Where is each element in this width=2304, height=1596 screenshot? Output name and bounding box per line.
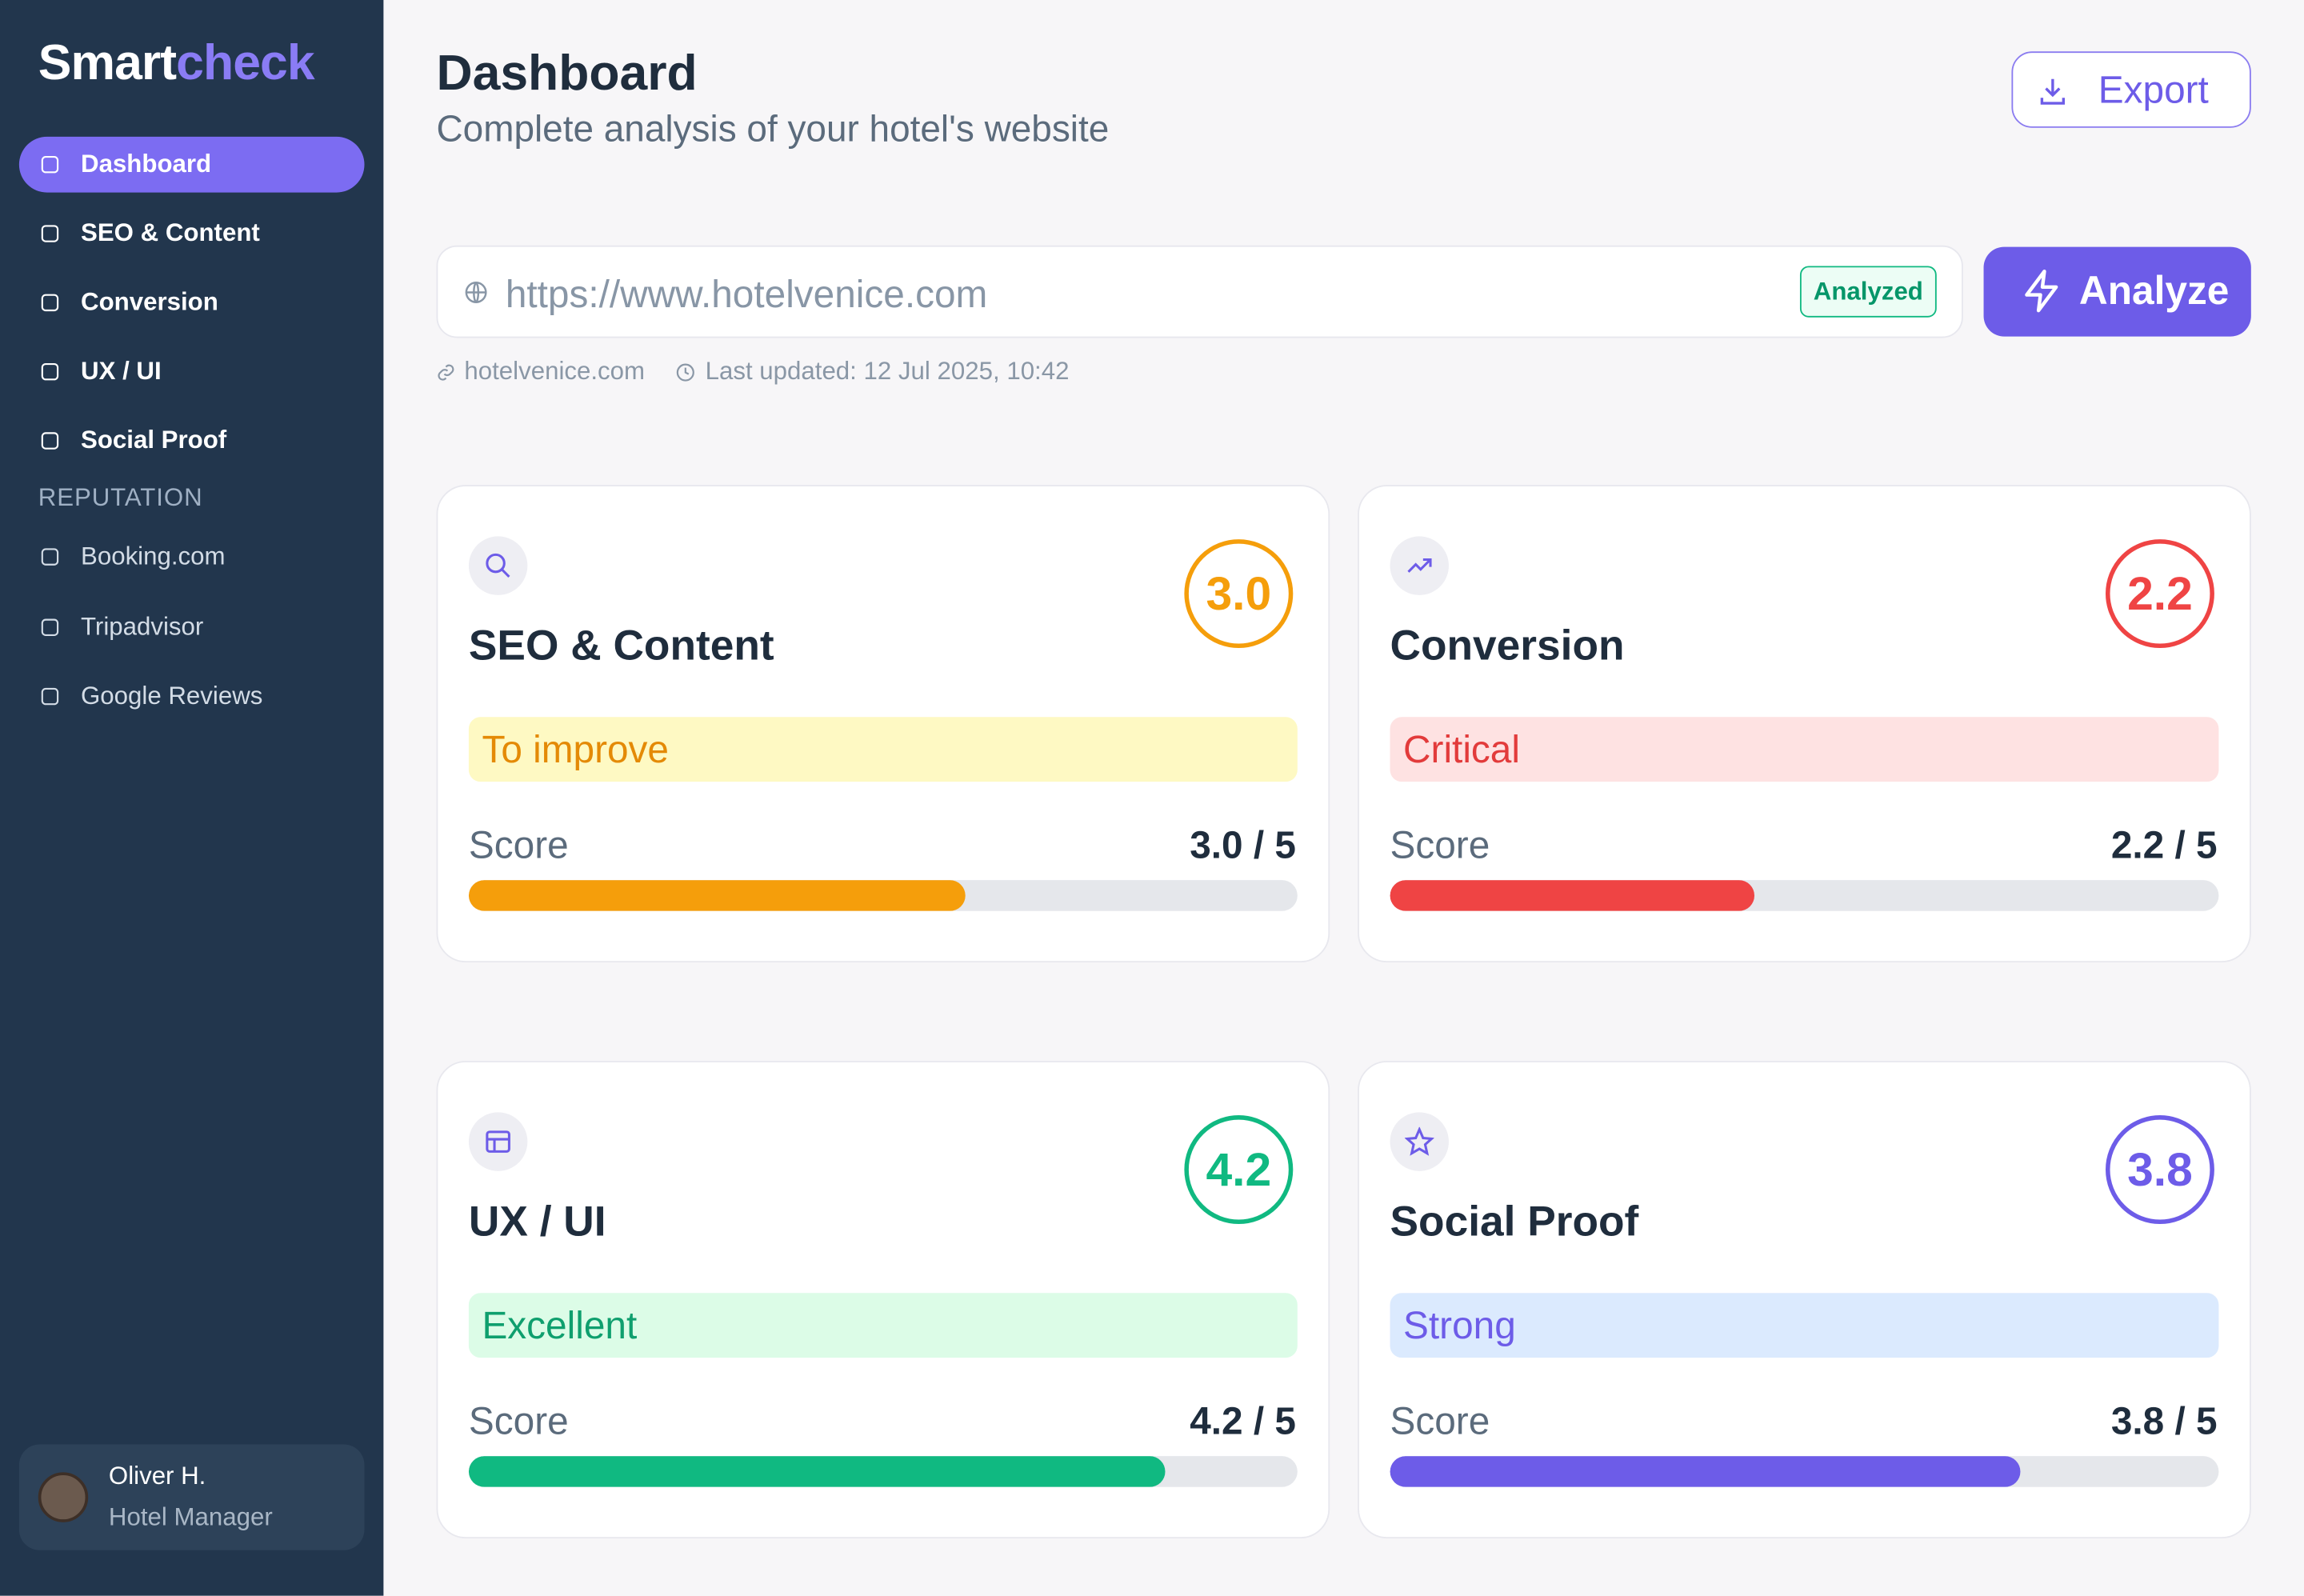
icon-glyph	[1404, 1126, 1434, 1156]
score-card[interactable]: Social Proof 3.8 Strong Score 3.8 / 5	[1358, 1061, 2251, 1539]
nav-icon	[41, 548, 59, 566]
last-updated: Last updated: 12 Jul 2025, 10:42	[705, 357, 1070, 386]
progress-bar	[1390, 880, 1755, 911]
score-value: 4.2 / 5	[1190, 1398, 1296, 1443]
progress-bar	[468, 880, 966, 911]
nav-icon	[41, 155, 59, 174]
reputation-label: Booking.com	[81, 542, 226, 570]
icon-glyph	[1407, 558, 1432, 573]
status-band: Excellent	[468, 1293, 1298, 1358]
score-label: Score	[1390, 1398, 1490, 1443]
brand-part: Smart	[38, 35, 177, 91]
globe-icon	[465, 282, 487, 303]
status-band: Critical	[1390, 717, 2219, 782]
score-label: Score	[1390, 822, 1490, 867]
progress-track	[1390, 1456, 2219, 1487]
user-name: Oliver H.	[108, 1462, 206, 1490]
score-badge: 3.0	[1184, 539, 1294, 648]
export-icon	[2040, 78, 2066, 105]
score-badge: 3.8	[2105, 1115, 2214, 1224]
progress-bar	[1390, 1456, 2020, 1487]
nav-icon	[41, 225, 59, 242]
page-title: Dashboard	[436, 45, 698, 102]
progress-track	[468, 1456, 1298, 1487]
score-card[interactable]: UX / UI 4.2 Excellent Score 4.2 / 5	[436, 1061, 1330, 1539]
brand-part: check	[176, 35, 314, 91]
reputation-label: Google Reviews	[81, 682, 263, 710]
export-button[interactable]: Export	[2011, 51, 2251, 128]
url-text: https://www.hotelvenice.com	[505, 271, 988, 316]
nav-item[interactable]: Social Proof	[19, 413, 365, 469]
reputation-label: Tripadvisor	[81, 611, 204, 640]
nav-label: Conversion	[81, 287, 218, 316]
reputation-item[interactable]: Google Reviews	[19, 669, 365, 725]
score-value: 2.2 / 5	[2110, 822, 2218, 867]
progress-track	[468, 880, 1298, 911]
nav-icon	[41, 362, 59, 381]
domain: hotelvenice.com	[464, 357, 646, 386]
status-band: Strong	[1390, 1293, 2219, 1358]
nav-icon	[41, 618, 59, 636]
nav-item[interactable]: Conversion	[19, 274, 365, 330]
avatar	[38, 1472, 89, 1522]
status-band: To improve	[468, 717, 1298, 782]
progress-track	[1390, 880, 2219, 911]
brand: Smartcheck	[38, 35, 315, 93]
nav-icon	[41, 294, 59, 312]
score-value: 3.8 / 5	[2110, 1398, 2218, 1443]
icon-glyph	[486, 553, 510, 578]
score-value: 3.0 / 5	[1190, 822, 1296, 867]
nav-item[interactable]: Dashboard	[18, 136, 365, 193]
card-title: UX / UI	[468, 1198, 606, 1246]
card-icon	[1390, 536, 1449, 595]
user-card[interactable]: Oliver H. Hotel Manager	[18, 1444, 365, 1550]
export-label: Export	[2098, 66, 2209, 111]
progress-bar	[468, 1456, 1166, 1487]
score-label: Score	[468, 1398, 569, 1443]
page-subtitle: Complete analysis of your hotel's websit…	[436, 108, 1110, 150]
user-role: Hotel Manager	[108, 1502, 273, 1531]
url-input[interactable]: https://www.hotelvenice.com Analyzed	[436, 245, 1963, 338]
analyze-label: Analyze	[2078, 269, 2230, 314]
card-title: Social Proof	[1390, 1198, 1639, 1246]
nav-item[interactable]: SEO & Content	[19, 206, 365, 262]
icon-glyph	[486, 1130, 510, 1153]
link-icon	[438, 364, 454, 381]
status-badge: Analyzed	[1799, 266, 1937, 318]
section-label: REPUTATION	[38, 483, 203, 512]
nav-icon	[41, 687, 59, 706]
card-title: SEO & Content	[468, 622, 774, 670]
nav-label: Dashboard	[81, 150, 212, 178]
score-card[interactable]: Conversion 2.2 Critical Score 2.2 / 5	[1358, 485, 2251, 963]
nav-label: Social Proof	[81, 426, 227, 454]
card-icon	[1390, 1112, 1449, 1171]
sidebar: Smartcheck REPUTATION Oliver H. Hotel Ma…	[0, 0, 384, 1596]
analyze-button[interactable]: Analyze	[1983, 246, 2251, 337]
score-badge: 2.2	[2105, 539, 2214, 648]
nav-label: SEO & Content	[81, 218, 260, 247]
nav-icon	[41, 432, 59, 450]
bolt-icon	[2025, 269, 2058, 313]
score-label: Score	[468, 822, 569, 867]
nav-item[interactable]: UX / UI	[19, 344, 365, 400]
score-badge: 4.2	[1184, 1115, 1294, 1224]
reputation-item[interactable]: Booking.com	[19, 529, 365, 585]
card-title: Conversion	[1390, 622, 1625, 670]
reputation-item[interactable]: Tripadvisor	[19, 598, 365, 654]
card-icon	[468, 1112, 528, 1171]
card-icon	[468, 536, 528, 595]
nav-label: UX / UI	[81, 357, 162, 386]
score-card[interactable]: SEO & Content 3.0 To improve Score 3.0 / 5	[436, 485, 1330, 963]
clock-icon	[676, 363, 694, 382]
